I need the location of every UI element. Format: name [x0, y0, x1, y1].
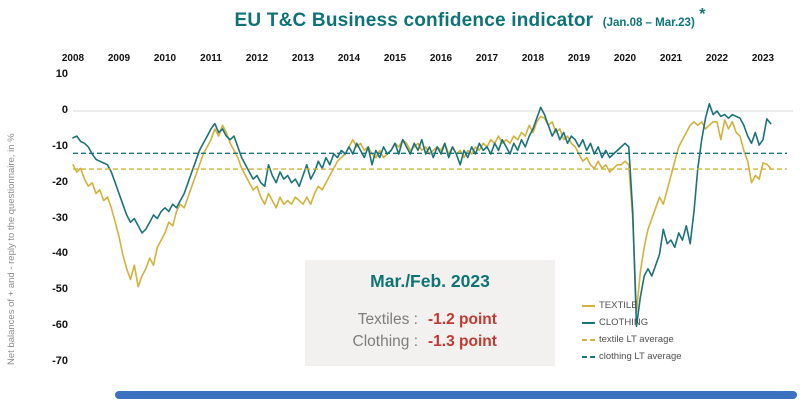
year-label-2021: 2021 [659, 53, 683, 64]
solid-line-swatch-icon [582, 321, 595, 324]
annotation-row-clothing: Clothing : -1.3 point [305, 331, 555, 353]
y-tick-10: 10 [55, 68, 68, 81]
year-label-2009: 2009 [107, 53, 131, 64]
y-tick--70: -70 [52, 355, 68, 368]
year-label-2011: 2011 [200, 53, 222, 64]
legend-item-textile-lt-average: textile LT average [582, 331, 682, 348]
annotation-title: Mar./Feb. 2023 [370, 271, 490, 291]
clothing-change-label: Clothing : [352, 333, 418, 350]
year-label-2023: 2023 [751, 53, 775, 64]
year-label-2008: 2008 [61, 53, 85, 64]
textiles-change-label: Textiles : [357, 311, 418, 328]
y-tick--50: -50 [52, 283, 68, 296]
y-tick--40: -40 [52, 247, 68, 260]
legend-item-clothing-lt-average: clothing LT average [582, 348, 682, 365]
y-tick--10: -10 [52, 139, 68, 152]
y-tick--20: -20 [52, 175, 68, 188]
chart-title-date-range: (Jan.08 – Mar.23) [602, 17, 695, 29]
y-tick--60: -60 [52, 319, 68, 332]
page-title: EU T&C Business confidence indicator (Ja… [120, 6, 800, 32]
annotation-rows: Textiles : -1.2 point Clothing : -1.3 po… [305, 309, 555, 353]
horizontal-scrollbar[interactable] [115, 391, 797, 399]
clothing-line [72, 103, 772, 328]
textiles-change-value: -1.2 point [428, 311, 497, 328]
year-label-2012: 2012 [245, 53, 269, 64]
y-tick-0: 0 [61, 104, 68, 116]
legend-label: clothing LT average [599, 351, 682, 362]
year-label-2018: 2018 [521, 53, 545, 64]
footnote-asterisk: * [699, 6, 706, 23]
dashed-line-swatch-icon [582, 355, 595, 358]
year-label-2019: 2019 [567, 53, 591, 64]
year-label-2020: 2020 [613, 53, 637, 64]
y-tick--30: -30 [52, 211, 68, 224]
legend-label: CLOTHING [599, 317, 649, 328]
year-label-2022: 2022 [705, 53, 729, 64]
year-label-2016: 2016 [429, 53, 453, 64]
dashed-line-swatch-icon [582, 338, 595, 341]
legend-label: textile LT average [599, 334, 674, 345]
solid-line-swatch-icon [582, 304, 595, 307]
textile-line [72, 115, 772, 313]
year-label-2015: 2015 [383, 53, 407, 64]
legend: TEXTILE CLOTHING textile LT average clothin… [582, 297, 682, 365]
annotation-box: Mar./Feb. 2023 Textiles : -1.2 point Clo… [305, 260, 555, 366]
legend-item-textile: TEXTILE [582, 297, 682, 314]
clothing-change-value: -1.3 point [428, 333, 497, 350]
legend-label: TEXTILE [599, 300, 638, 311]
year-label-2013: 2013 [291, 53, 315, 64]
year-label-2017: 2017 [475, 53, 499, 64]
year-label-2010: 2010 [153, 53, 177, 64]
annotation-row-textiles: Textiles : -1.2 point [305, 309, 555, 331]
chart-title: EU T&C Business confidence indicator [234, 10, 594, 31]
year-label-2014: 2014 [337, 53, 361, 64]
legend-item-clothing: CLOTHING [582, 314, 682, 331]
